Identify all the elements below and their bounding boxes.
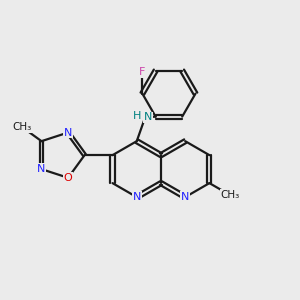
Text: N: N	[133, 192, 141, 202]
Text: N: N	[37, 164, 46, 174]
Text: H: H	[133, 111, 141, 121]
Text: CH₃: CH₃	[13, 122, 32, 132]
Text: N: N	[181, 192, 189, 202]
Text: CH₃: CH₃	[220, 190, 240, 200]
Text: N: N	[64, 128, 72, 137]
Text: O: O	[64, 173, 73, 183]
Text: N: N	[144, 112, 152, 122]
Text: F: F	[139, 68, 146, 77]
